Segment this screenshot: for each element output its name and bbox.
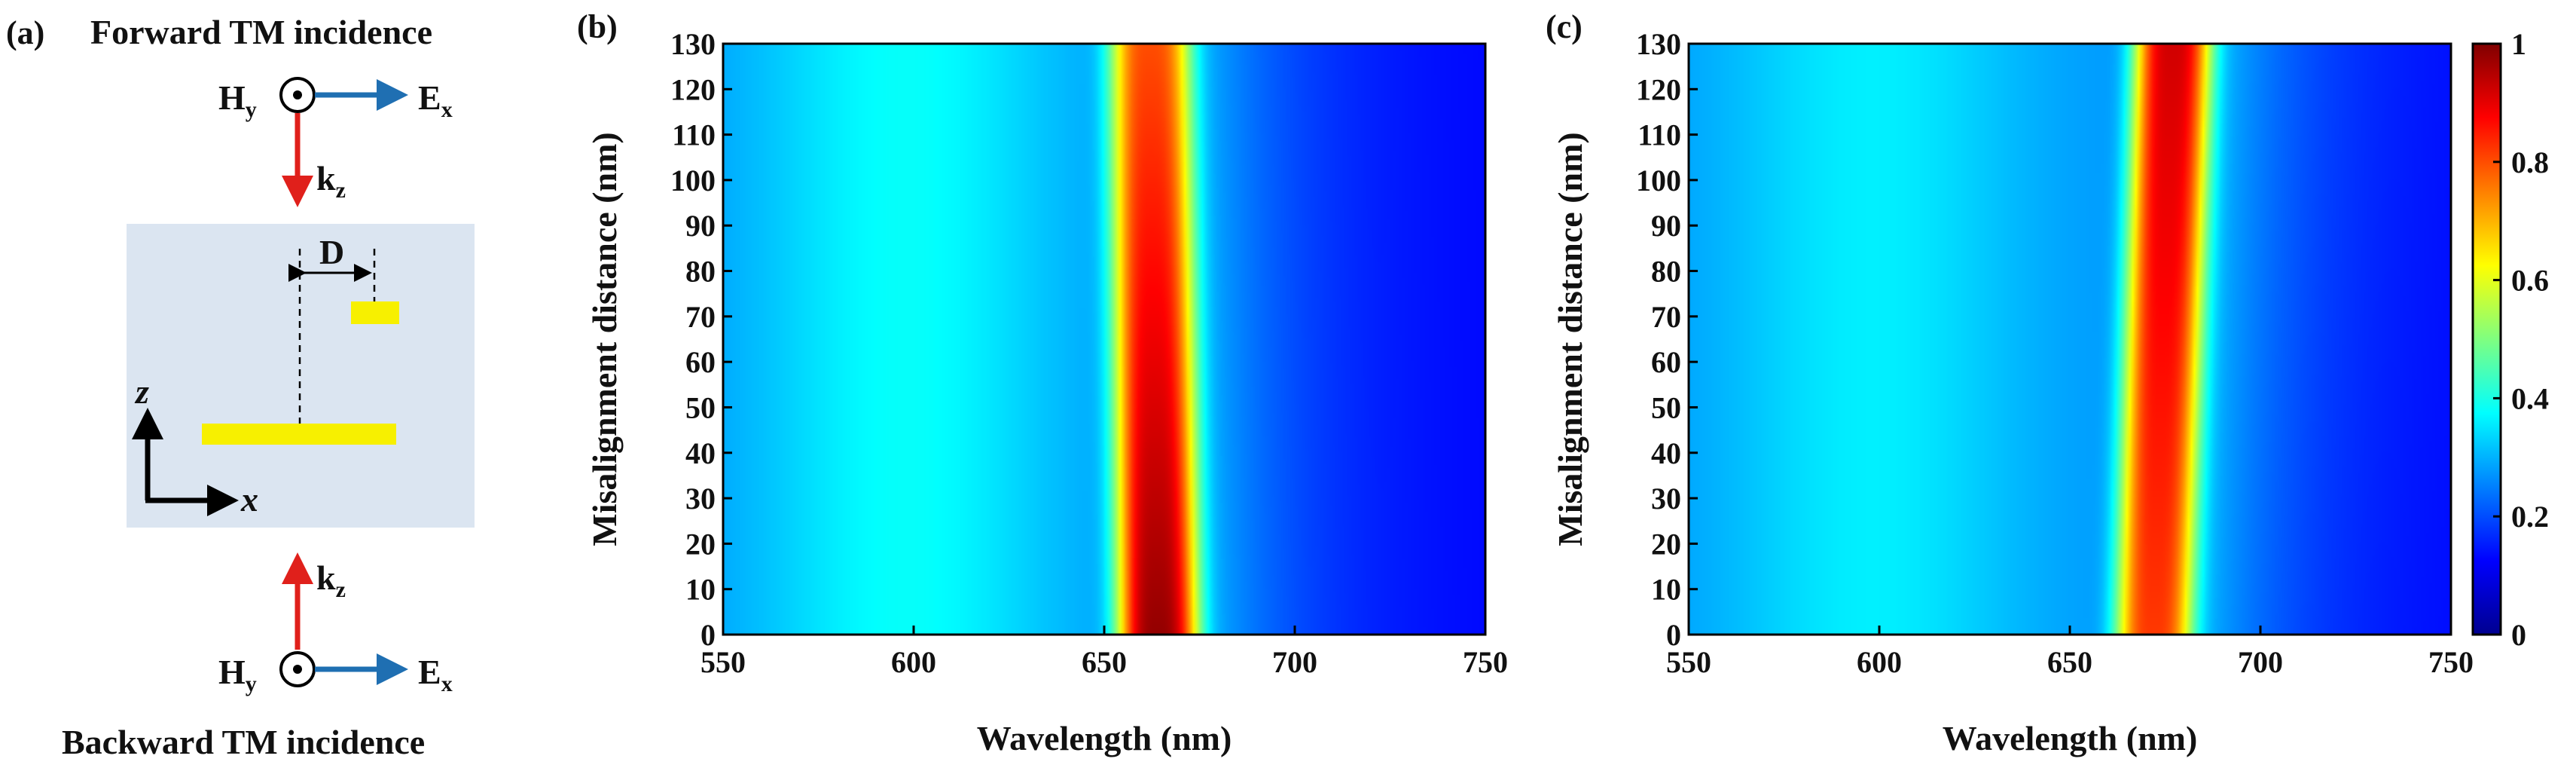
panel-c-y-tick-label: 70 <box>1651 300 1681 334</box>
panel-c-y-tick-label: 10 <box>1651 573 1681 607</box>
colorbar-tick-label: 0 <box>2511 618 2526 652</box>
panel-b-y-tick-label: 20 <box>685 527 716 561</box>
bottom-k-symbol: k <box>316 558 336 597</box>
panel-b-y-tick-label: 0 <box>700 618 716 652</box>
colorbar-ticks: 0 0.2 0.4 0.6 0.8 1 <box>2493 27 2549 652</box>
bottom-h-field-label: Hy <box>218 653 257 696</box>
panel-b-y-axis-title: Misalignment distance (nm) <box>585 132 624 546</box>
bottom-e-field-label: Ex <box>418 653 453 696</box>
top-e-field-label: Ex <box>418 78 453 122</box>
colorbar-tick-label: 0.4 <box>2511 381 2549 415</box>
svg-text:kz: kz <box>316 558 346 602</box>
bottom-k-subscript: z <box>336 577 346 602</box>
panel-a-schematic: (a) Forward TM incidence Hy Ex kz D z x <box>6 13 475 761</box>
panel-b-x-axis-title: Wavelength (nm) <box>977 719 1232 757</box>
panel-b-axes: 550 600 650 700 750 0 10 20 30 40 50 60 70 80 90 100 110… <box>670 27 1508 679</box>
x-axis-label: x <box>240 480 258 519</box>
top-h-symbol: H <box>218 78 246 117</box>
panel-c-y-tick-label: 130 <box>1636 27 1681 61</box>
panel-b-y-tick-label: 100 <box>670 164 716 197</box>
colorbar-tick-label: 0.2 <box>2511 500 2549 534</box>
panel-b-label: (b) <box>577 8 618 45</box>
bottom-h-symbol: H <box>218 653 246 691</box>
bottom-k-label: kz <box>316 558 346 602</box>
top-e-symbol: E <box>418 78 441 117</box>
panel-b-y-tick-label: 110 <box>672 118 716 152</box>
colorbar-tick-label: 1 <box>2511 27 2526 61</box>
bottom-nanostrip <box>202 424 396 445</box>
svg-text:Ex: Ex <box>418 78 453 122</box>
panel-c-y-tick-label: 120 <box>1636 72 1681 106</box>
panel-b-x-tick-label: 700 <box>1272 645 1317 679</box>
panel-b-y-tick-label: 10 <box>685 573 716 607</box>
top-k-label: kz <box>316 159 346 203</box>
svg-text:Hy: Hy <box>218 653 257 696</box>
panel-b-y-tick-label: 60 <box>685 345 716 379</box>
colorbar <box>2471 42 2502 636</box>
panel-c-y-tick-label: 90 <box>1651 209 1681 243</box>
panel-c-axes: 550 600 650 700 750 0 10 20 30 40 50 60 70 80 90 100 110… <box>1636 27 2474 679</box>
panel-c-heatmap-image <box>1689 44 2451 635</box>
panel-b-x-tick-label: 600 <box>891 645 936 679</box>
panel-c-x-tick-label: 700 <box>2238 645 2283 679</box>
panel-c-y-tick-label: 60 <box>1651 345 1681 379</box>
top-k-subscript: z <box>336 178 346 203</box>
top-k-symbol: k <box>316 159 336 197</box>
panel-c-y-axis-title: Misalignment distance (nm) <box>1551 132 1589 546</box>
svg-text:Ex: Ex <box>418 653 453 696</box>
top-h-subscript: y <box>246 97 257 122</box>
panel-b-y-tick-label: 120 <box>670 72 716 106</box>
panel-b-y-tick-label: 70 <box>685 300 716 334</box>
panel-b-x-tick-label: 750 <box>1463 645 1508 679</box>
panel-c-y-tick-label: 0 <box>1666 618 1681 652</box>
panel-c-x-tick-label: 600 <box>1857 645 1902 679</box>
panel-c-x-axis-title: Wavelength (nm) <box>1943 719 2198 757</box>
top-nanostrip <box>351 301 399 324</box>
backward-incidence-title: Backward TM incidence <box>62 723 425 761</box>
panel-c-y-tick-label: 110 <box>1637 118 1681 152</box>
colorbar-tick-label: 0.8 <box>2511 145 2549 179</box>
panel-c-label: (c) <box>1546 8 1583 45</box>
gap-label: D <box>319 233 344 271</box>
panel-b-x-tick-label: 550 <box>700 645 746 679</box>
panel-b-y-tick-label: 90 <box>685 209 716 243</box>
bottom-e-symbol: E <box>418 653 441 691</box>
top-h-out-of-plane-icon <box>279 77 316 113</box>
panel-b-y-tick-label: 40 <box>685 436 716 470</box>
svg-text:kz: kz <box>316 159 346 203</box>
panel-c-heatmap: (c) 550 600 650 700 750010203040506070809010… <box>1546 8 2549 757</box>
panel-b-y-tick-label: 30 <box>685 482 716 516</box>
top-h-dot-icon <box>293 90 302 99</box>
bottom-e-subscript: x <box>441 672 453 696</box>
panel-b-y-tick-label: 80 <box>685 255 716 289</box>
panel-c-y-tick-label: 50 <box>1651 390 1681 424</box>
panel-c-y-tick-label: 40 <box>1651 436 1681 470</box>
forward-incidence-title: Forward TM incidence <box>90 13 432 51</box>
panel-b-x-tick-label: 650 <box>1082 645 1127 679</box>
top-e-subscript: x <box>441 97 453 122</box>
panel-b-y-tick-label: 50 <box>685 390 716 424</box>
panel-c-y-tick-label: 100 <box>1636 164 1681 197</box>
panel-b-y-tick-label: 130 <box>670 27 716 61</box>
panel-b-heatmap: (b) 550 600 650 700 750 0 10 20 30 40 50 60 70 80 90 10… <box>577 8 1508 757</box>
panel-c-y-tick-label: 80 <box>1651 255 1681 289</box>
colorbar-tick-label: 0.6 <box>2511 264 2549 298</box>
panel-c-x-tick-label: 550 <box>1666 645 1711 679</box>
svg-text:Hy: Hy <box>218 78 257 122</box>
z-axis-label: z <box>134 372 149 411</box>
panel-c-y-tick-label: 30 <box>1651 482 1681 516</box>
panel-c-y-tick-label: 20 <box>1651 527 1681 561</box>
panel-b-heatmap-image <box>723 44 1485 635</box>
panel-c-x-tick-label: 650 <box>2047 645 2092 679</box>
bottom-h-subscript: y <box>246 672 257 696</box>
bottom-h-dot-icon <box>293 665 302 674</box>
panel-c-x-tick-label: 750 <box>2428 645 2474 679</box>
top-h-field-label: Hy <box>218 78 257 122</box>
bottom-h-out-of-plane-icon <box>279 651 316 687</box>
panel-a-label: (a) <box>6 14 44 51</box>
